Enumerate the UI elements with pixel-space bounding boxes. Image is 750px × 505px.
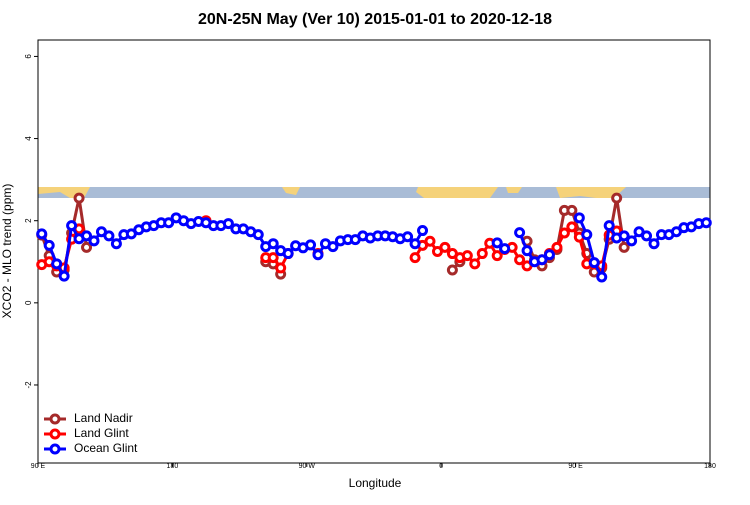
point <box>409 238 421 250</box>
point <box>499 243 511 255</box>
point <box>588 257 600 269</box>
x-axis-label: Longitude <box>349 476 402 490</box>
point <box>648 238 660 250</box>
point <box>417 225 429 237</box>
point <box>103 230 115 242</box>
point <box>521 245 533 257</box>
point <box>700 217 712 229</box>
ocean-strip <box>38 187 710 198</box>
y-axis-label: XCO2 - MLO trend (ppm) <box>0 184 14 319</box>
point <box>88 235 100 247</box>
point <box>491 237 503 249</box>
point <box>424 235 436 247</box>
point <box>543 249 555 261</box>
legend-label: Land Glint <box>74 426 129 440</box>
plot-frame <box>37 39 711 464</box>
point <box>81 241 93 253</box>
point <box>282 248 294 260</box>
point <box>327 241 339 253</box>
point <box>110 238 122 250</box>
x-tick-label: 90 W <box>299 463 316 470</box>
point <box>566 221 578 233</box>
point <box>439 241 451 253</box>
point <box>461 250 473 262</box>
y-tick-label: 4 <box>24 136 33 141</box>
point <box>305 239 317 251</box>
point <box>514 254 526 266</box>
point <box>581 229 593 241</box>
point <box>163 217 175 229</box>
legend-marker <box>49 413 61 425</box>
point <box>73 192 85 204</box>
point <box>222 218 234 230</box>
point <box>476 248 488 260</box>
point <box>491 250 503 262</box>
point <box>566 204 578 216</box>
point <box>252 229 264 241</box>
point <box>558 227 570 239</box>
point <box>446 264 458 276</box>
land-patch <box>282 187 300 195</box>
point <box>51 258 63 270</box>
point <box>312 249 324 261</box>
point <box>267 238 279 250</box>
legend-marker <box>49 428 61 440</box>
point <box>402 231 414 243</box>
point <box>626 235 638 247</box>
point <box>469 258 481 270</box>
land-patch <box>556 187 626 198</box>
point <box>36 228 48 240</box>
land-patch <box>506 187 522 193</box>
point <box>275 262 287 274</box>
point <box>43 239 55 251</box>
point <box>66 220 78 232</box>
point <box>536 254 548 266</box>
point <box>611 192 623 204</box>
legend-marker <box>49 443 61 455</box>
point <box>596 271 608 283</box>
x-tick-label: 90 E <box>31 463 46 470</box>
y-tick-label: -2 <box>24 381 33 389</box>
x-tick-label: 90 E <box>568 463 583 470</box>
point <box>267 252 279 264</box>
point <box>58 270 70 282</box>
chart-title: 20N-25N May (Ver 10) 2015-01-01 to 2020-… <box>198 11 552 28</box>
point <box>573 212 585 224</box>
x-tick-label: 180 <box>167 463 179 470</box>
point <box>603 220 615 232</box>
point <box>551 241 563 253</box>
series <box>36 212 712 283</box>
x-tick-label: 0 <box>439 463 443 470</box>
point <box>409 252 421 264</box>
point <box>514 227 526 239</box>
legend-label: Ocean Glint <box>74 441 138 455</box>
legend-label: Land Nadir <box>74 411 133 425</box>
y-tick-label: 6 <box>24 54 33 59</box>
point <box>618 230 630 242</box>
point <box>618 241 630 253</box>
y-tick-label: 0 <box>24 300 33 305</box>
land-patch <box>416 187 498 198</box>
y-tick-label: 2 <box>24 218 33 223</box>
map-strip <box>38 187 710 198</box>
point <box>81 230 93 242</box>
x-tick-label: 180 <box>704 463 716 470</box>
point <box>641 230 653 242</box>
